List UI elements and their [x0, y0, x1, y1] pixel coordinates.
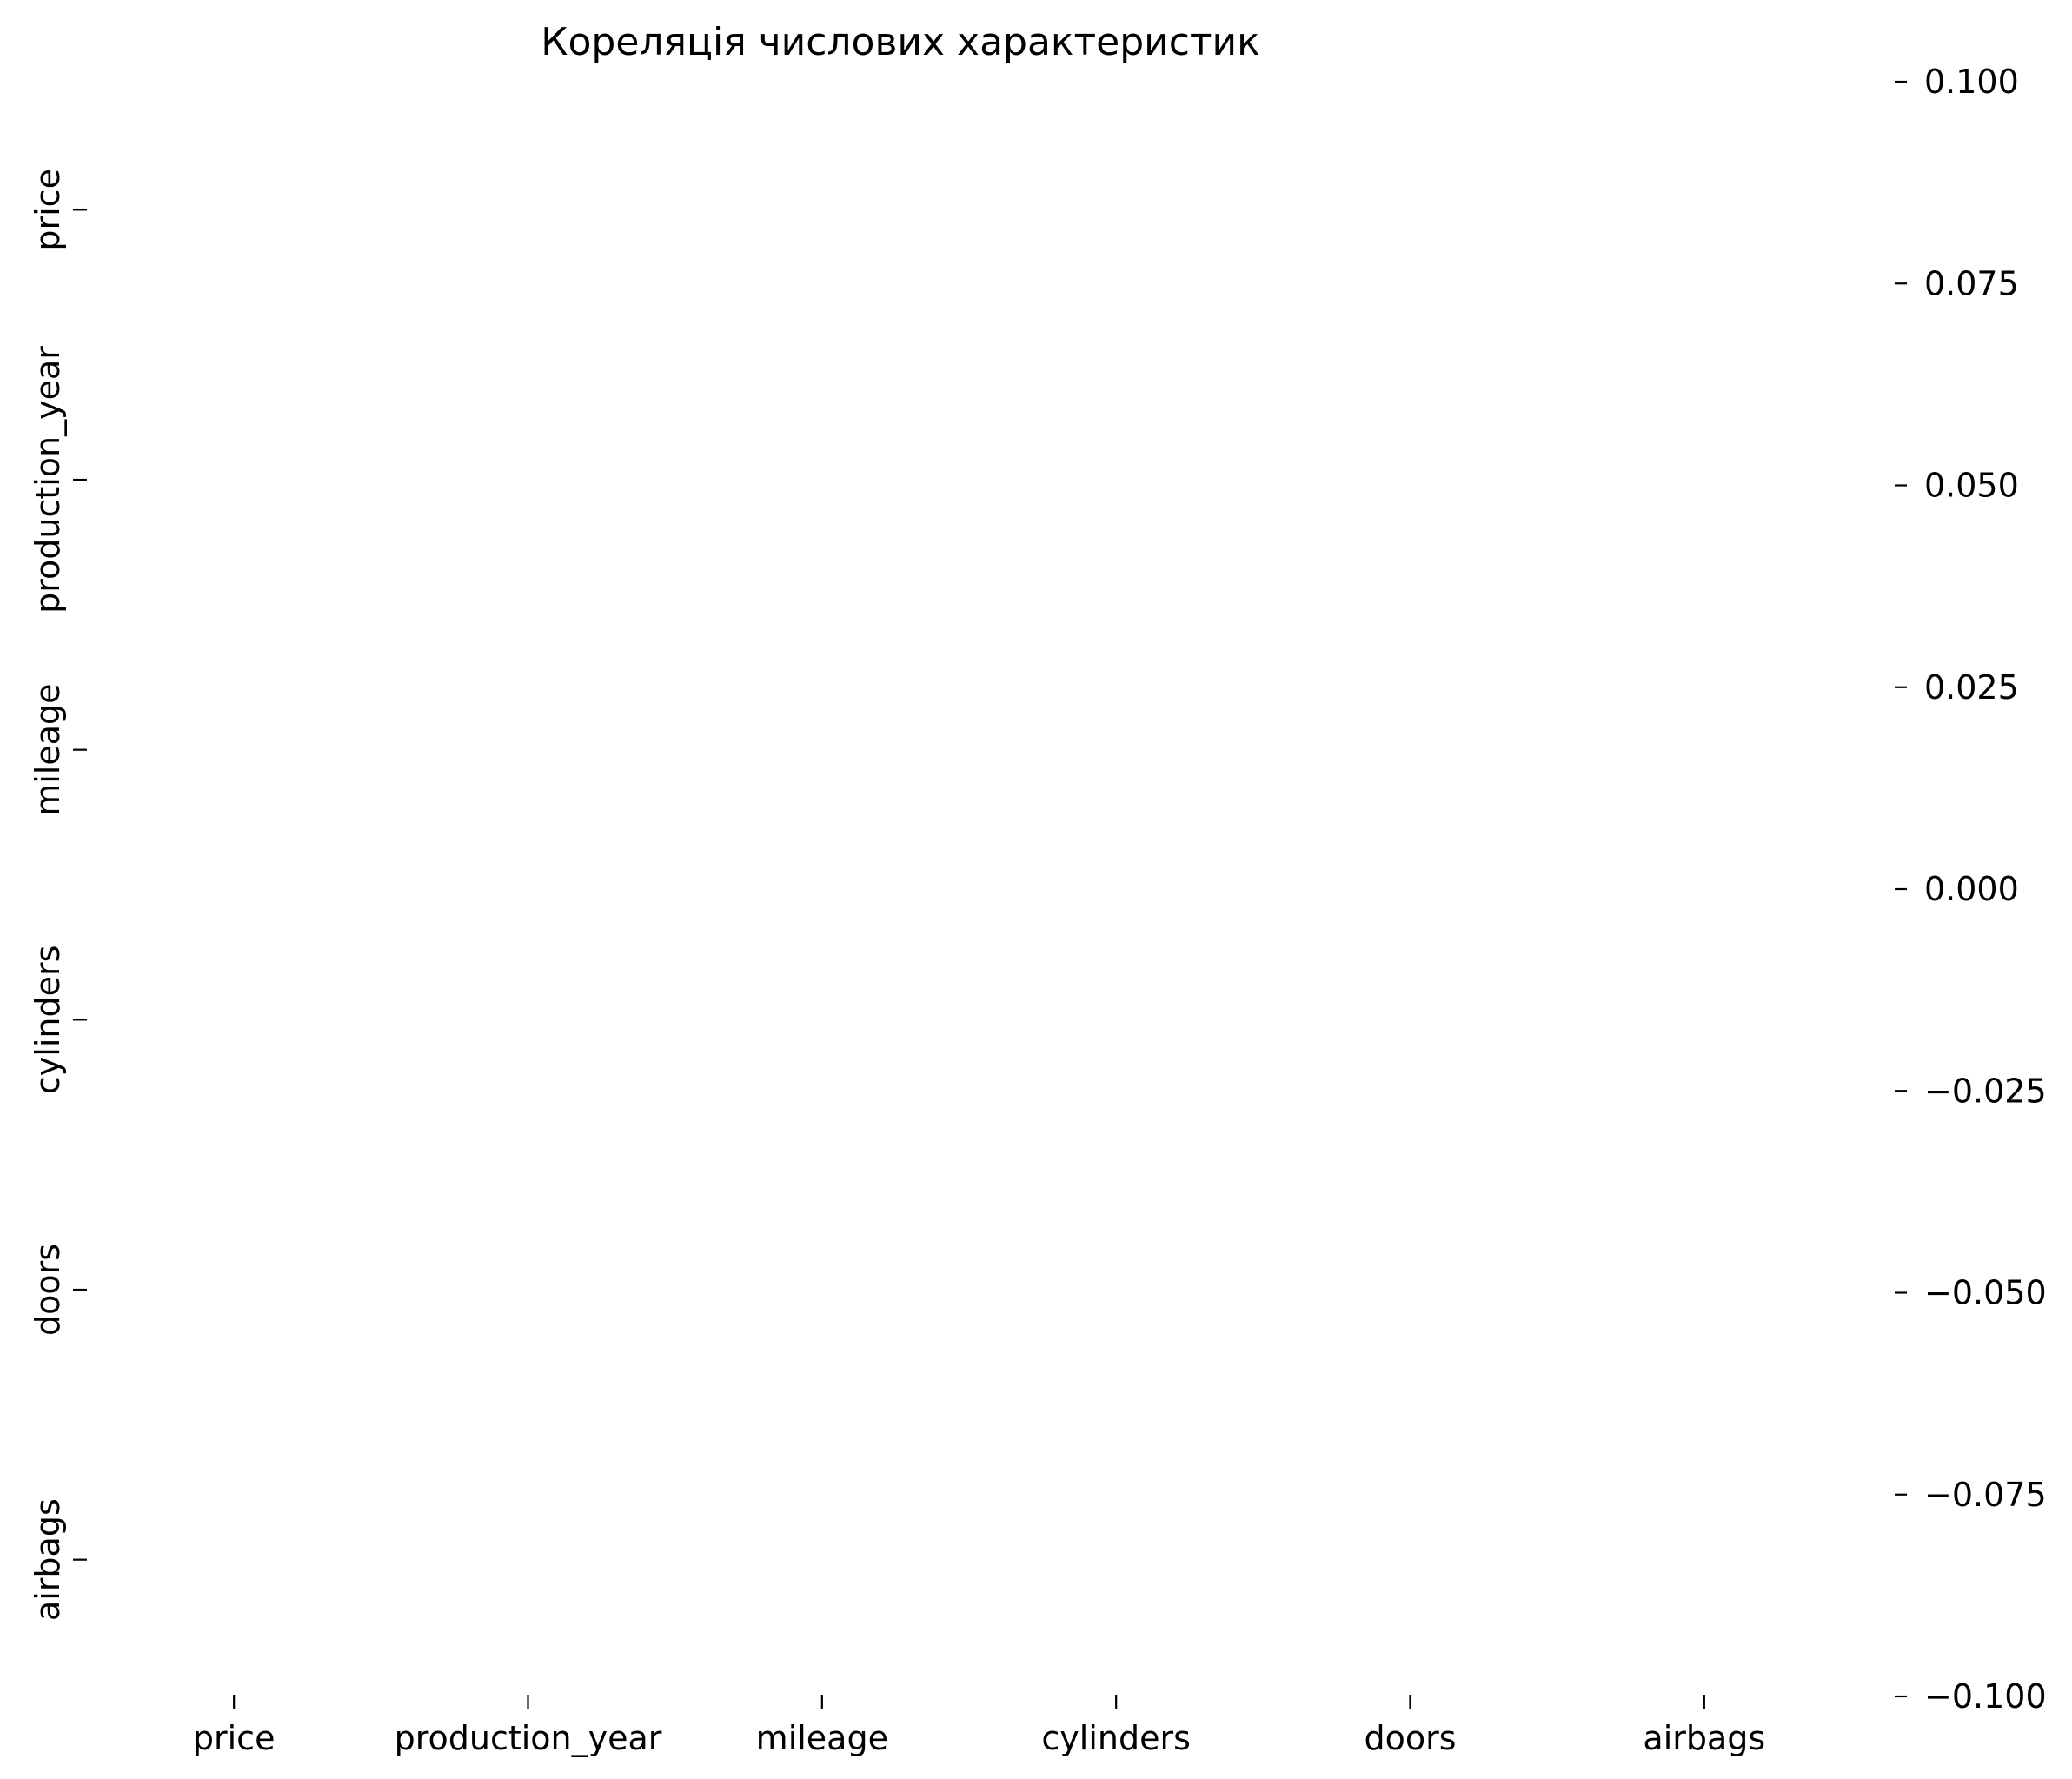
y-tick-label: production_year — [29, 346, 67, 614]
colorbar-tick-label: −0.050 — [1924, 1274, 2047, 1312]
y-tick-label: price — [29, 169, 67, 251]
x-tick-label: doors — [1364, 1719, 1456, 1757]
colorbar-tick-label: 0.050 — [1924, 467, 2019, 505]
y-tick-label: doors — [29, 1244, 67, 1336]
x-tick-label: price — [193, 1719, 276, 1757]
x-tick-label: airbags — [1643, 1719, 1765, 1757]
colorbar-tick-label: −0.075 — [1924, 1476, 2047, 1514]
colorbar-tick-label: 0.025 — [1924, 668, 2019, 707]
y-tick-label: cylinders — [29, 946, 67, 1095]
x-tick-label: production_year — [395, 1719, 662, 1757]
x-tick-label: mileage — [756, 1719, 888, 1757]
x-tick-label: cylinders — [1041, 1719, 1191, 1757]
colorbar-tick-label: 0.100 — [1924, 63, 2019, 101]
y-tick-label: mileage — [29, 684, 67, 816]
x-axis: price production_year mileage cylinders door… — [193, 1695, 1765, 1757]
colorbar-tick-label: 0.000 — [1924, 870, 2019, 908]
colorbar: 0.100 0.075 0.050 0.025 0.000 −0.025 −0.050 −0.… — [1895, 63, 2047, 1716]
colorbar-tick-label: −0.025 — [1924, 1072, 2047, 1110]
y-tick-label: airbags — [29, 1498, 67, 1621]
colorbar-tick-label: −0.100 — [1924, 1677, 2047, 1716]
chart-title: Кореляція числових характеристик — [541, 20, 1259, 64]
colorbar-tick-label: 0.075 — [1924, 264, 2019, 302]
